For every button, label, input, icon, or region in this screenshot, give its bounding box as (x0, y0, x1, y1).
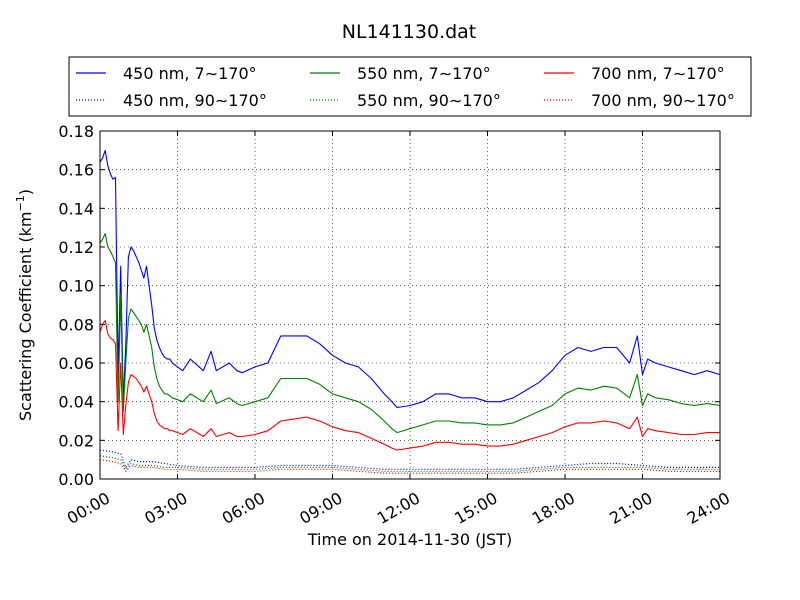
x-tick-label: 03:00 (141, 488, 190, 528)
series-line-0 (99, 149, 721, 409)
y-tick-label: 0.02 (58, 431, 94, 450)
series-line-1 (99, 232, 721, 434)
legend-label: 450 nm, 90∼170° (123, 91, 267, 110)
legend: 450 nm, 7∼170° 550 nm, 7∼170° 700 nm, 7∼17… (68, 56, 752, 117)
x-tick-label: 06:00 (219, 488, 268, 528)
y-axis-label-exponent: −1 (14, 195, 27, 211)
series-line-4 (99, 455, 720, 472)
y-tick-label: 0.06 (58, 354, 94, 373)
y-tick-label: 0.10 (58, 277, 94, 296)
legend-label: 700 nm, 7∼170° (591, 64, 725, 83)
ticks: 0.00 0.02 0.04 0.06 0.08 0.10 0.12 0.14 0.16 0.18… (58, 122, 733, 528)
legend-label: 450 nm, 7∼170° (123, 64, 257, 83)
x-tick-label: 24:00 (684, 488, 733, 528)
series-group (99, 149, 721, 474)
x-tick-label: 09:00 (296, 488, 345, 528)
legend-frame (68, 56, 752, 117)
series-line-3 (99, 449, 720, 470)
grid (100, 131, 720, 479)
x-tick-label: 12:00 (374, 488, 423, 528)
y-tick-label: 0.08 (58, 315, 94, 334)
legend-label: 550 nm, 7∼170° (357, 64, 491, 83)
y-axis-label-main: Scattering Coefficient (km (16, 211, 35, 421)
x-axis-label: Time on 2014-11-30 (JST) (307, 530, 512, 549)
y-tick-label: 0.18 (58, 122, 94, 141)
y-axis-label-close: ) (16, 189, 35, 195)
y-tick-label: 0.12 (58, 238, 94, 257)
x-tick-label: 00:00 (64, 488, 113, 528)
x-tick-label: 21:00 (606, 488, 655, 528)
legend-label: 550 nm, 90∼170° (357, 91, 501, 110)
x-tick-label: 15:00 (451, 488, 500, 528)
legend-label: 700 nm, 90∼170° (591, 91, 735, 110)
y-tick-label: 0.14 (58, 199, 94, 218)
y-tick-label: 0.04 (58, 393, 94, 412)
x-tick-label: 18:00 (529, 488, 578, 528)
y-tick-label: 0.16 (58, 161, 94, 180)
chart-title: NL141130.dat (342, 21, 477, 43)
y-tick-label: 0.00 (58, 470, 94, 489)
y-axis-label: Scattering Coefficient (km−1) (14, 189, 35, 421)
series-line-2 (99, 319, 720, 451)
